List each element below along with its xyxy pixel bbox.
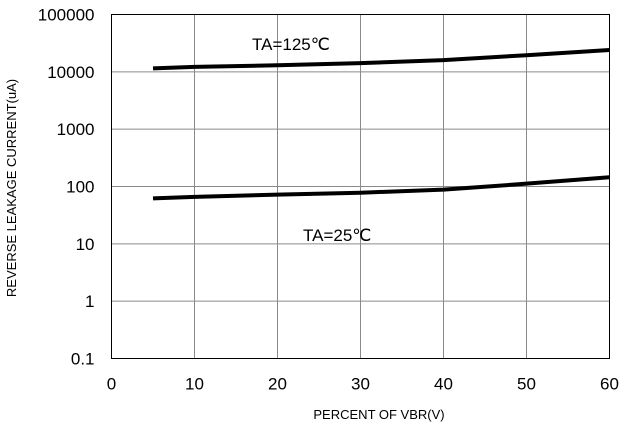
- y-tick-label: 0.1: [71, 350, 95, 369]
- x-tick-label: 30: [351, 375, 370, 394]
- series-label-ta-125c: TA=125℃: [252, 35, 330, 54]
- series-annotations: TA=125℃ TA=25℃: [252, 35, 371, 245]
- y-tick-label: 10000: [47, 63, 94, 82]
- x-tick-label: 40: [434, 375, 453, 394]
- x-tick-labels: 0 10 20 30 40 50 60: [107, 375, 619, 394]
- x-tick-label: 60: [600, 375, 619, 394]
- x-tick-label: 50: [517, 375, 536, 394]
- y-tick-label: 100: [66, 178, 94, 197]
- series-line-ta-125c: [152, 48, 610, 71]
- y-tick-label: 1000: [57, 120, 95, 139]
- plot-frame: [111, 14, 610, 359]
- x-tick-label: 10: [185, 375, 204, 394]
- x-tick-label: 20: [268, 375, 287, 394]
- x-axis-label: PERCENT OF VBR(V): [313, 407, 444, 422]
- series-label-ta-25c: TA=25℃: [303, 226, 371, 245]
- grid: [111, 14, 610, 359]
- y-tick-label: 1: [85, 292, 94, 311]
- y-tick-labels: 0.1 1 10 100 1000 10000 100000: [38, 6, 95, 369]
- series-group: [152, 48, 610, 201]
- x-tick-label: 0: [107, 375, 116, 394]
- series-line-ta-25c: [152, 175, 610, 201]
- y-axis-label: REVERSE LEAKAGE CURRENT(uA): [4, 79, 19, 297]
- y-tick-label: 10: [76, 235, 95, 254]
- y-tick-label: 100000: [38, 6, 95, 25]
